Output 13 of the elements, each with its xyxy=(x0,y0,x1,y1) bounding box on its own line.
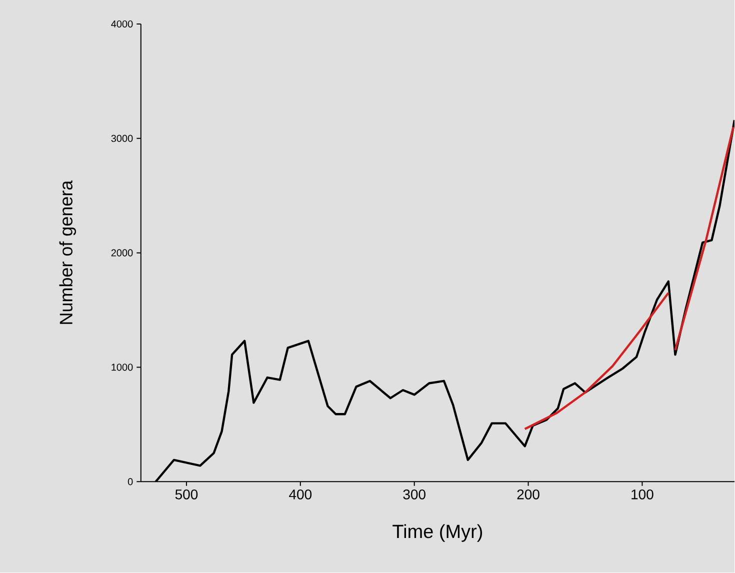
x-tick-label: 100 xyxy=(632,490,654,500)
y-tick-label: 3000 xyxy=(111,135,133,142)
x-axis-title: Time (Myr) xyxy=(392,524,482,542)
x-tick-label: 300 xyxy=(403,490,426,500)
y-tick-label: 0 xyxy=(128,478,133,486)
x-tick-label: 500 xyxy=(175,490,198,500)
x-tick-label: 400 xyxy=(289,490,312,500)
y-tick-label: 1000 xyxy=(112,364,133,371)
y-axis-title: Number of genera xyxy=(59,180,76,324)
x-tick-label: 200 xyxy=(517,490,540,500)
y-tick-label: 2000 xyxy=(111,249,133,257)
line-series xyxy=(524,292,670,430)
y-tick-label: 4000 xyxy=(111,20,133,28)
